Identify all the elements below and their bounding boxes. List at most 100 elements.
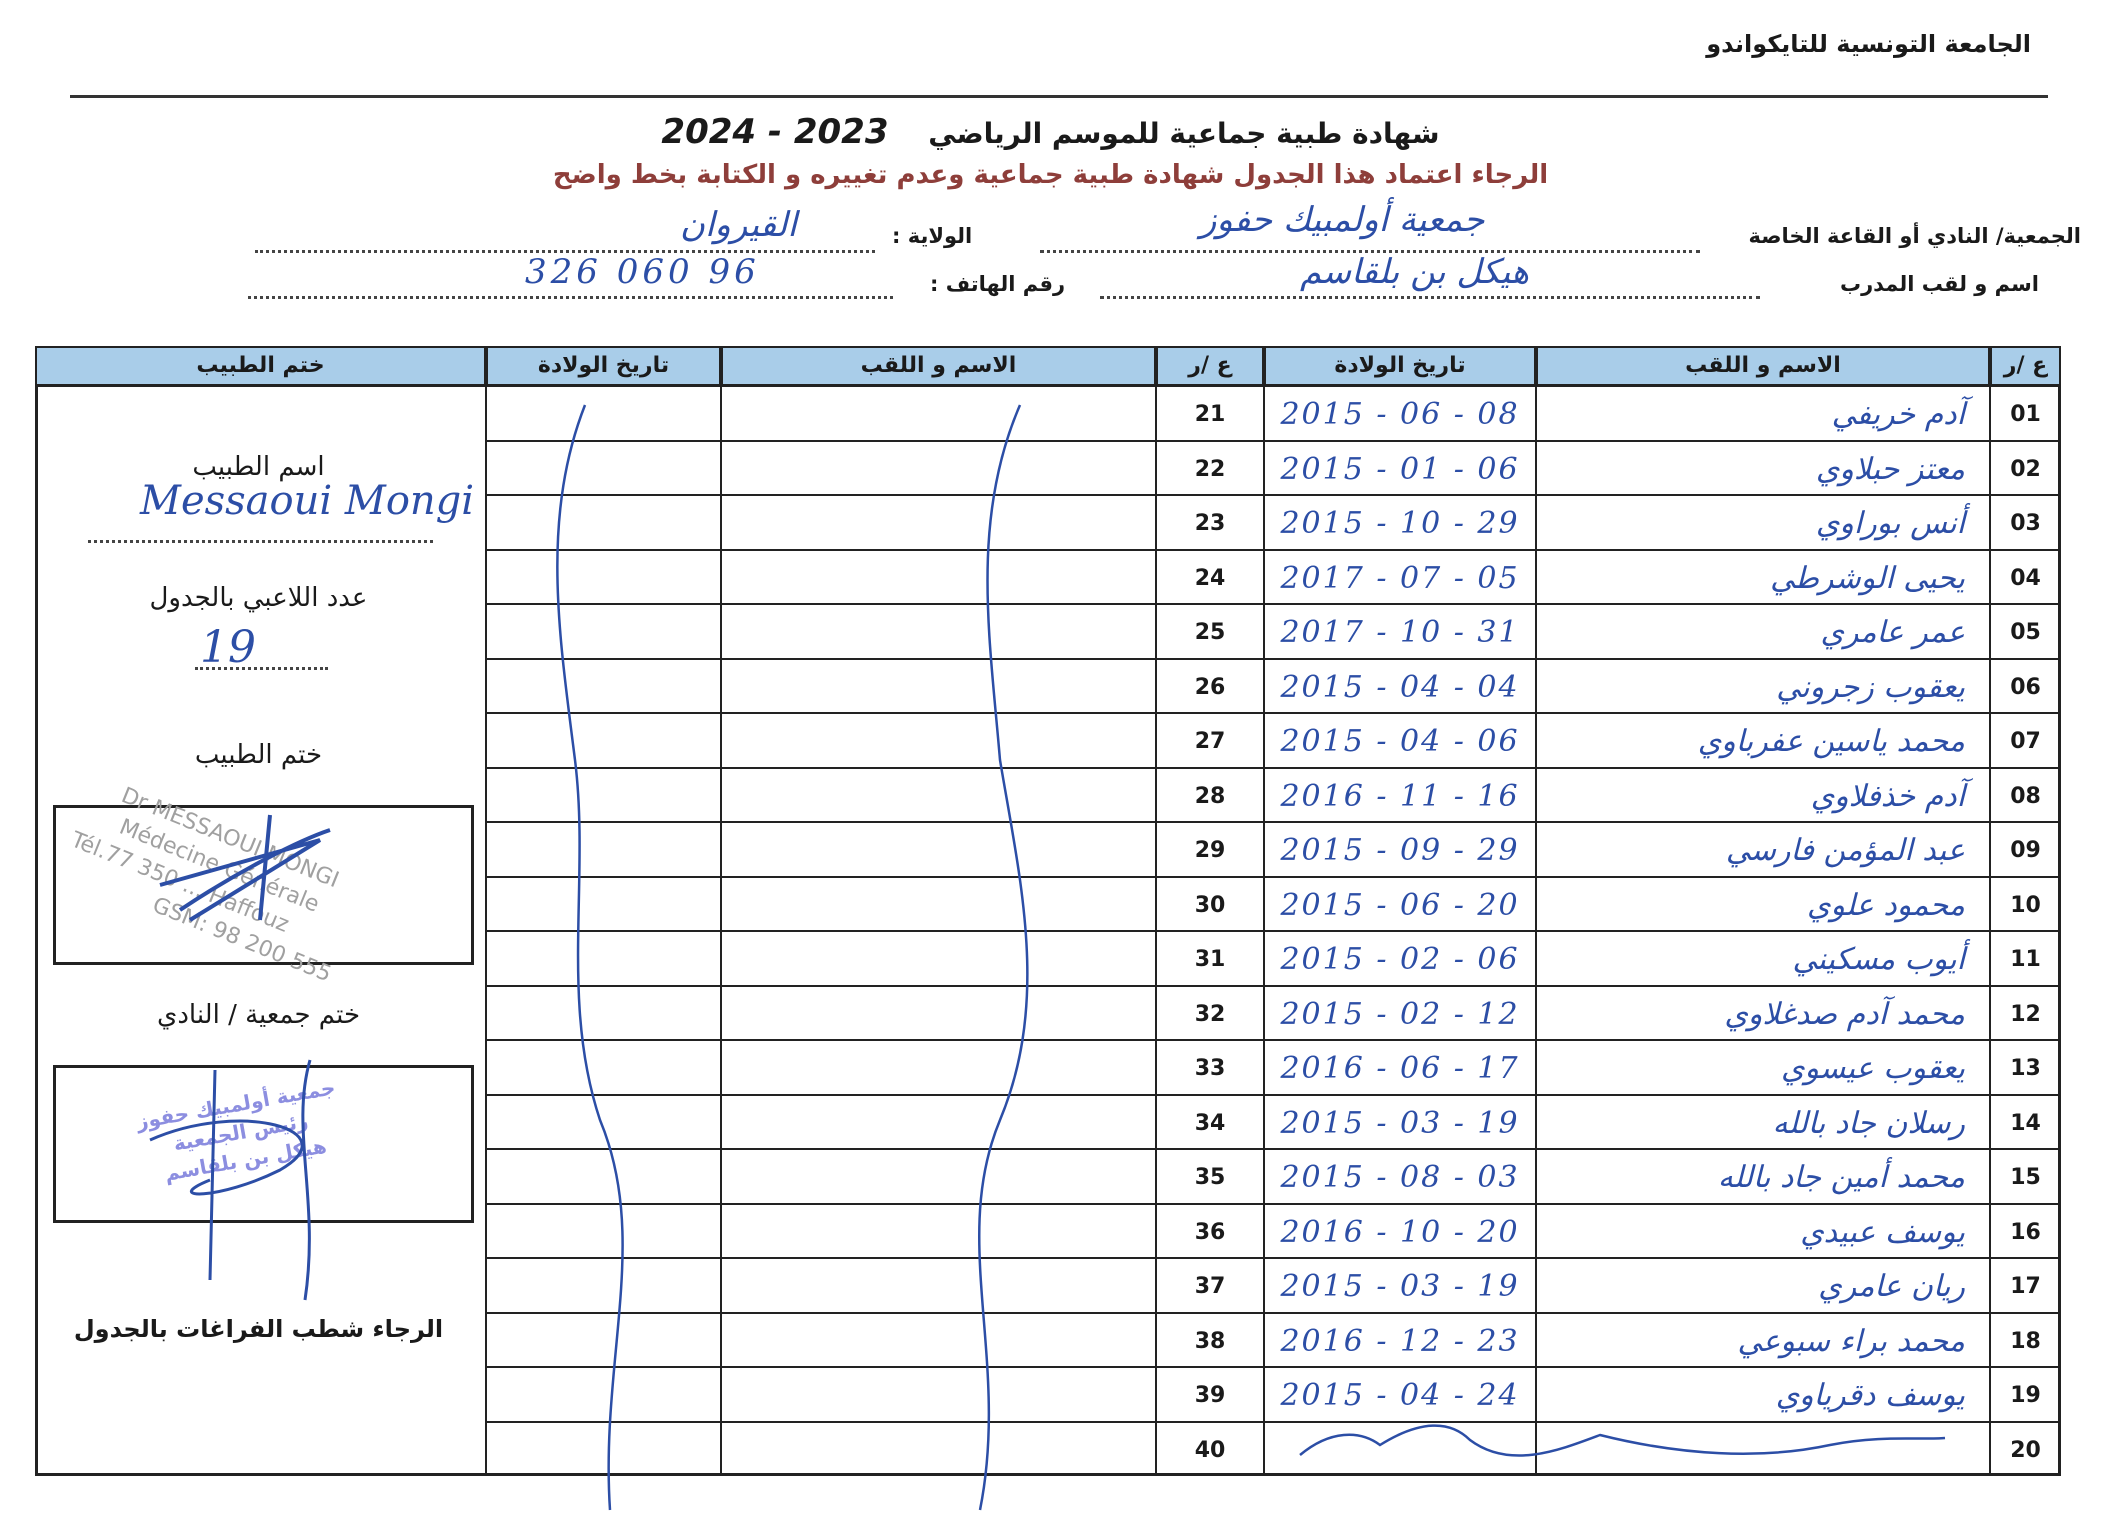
row-number: 21	[1156, 386, 1264, 441]
player-dob[interactable]: 2015 - 03 - 19	[1264, 1094, 1536, 1149]
player-name-empty[interactable]	[721, 767, 1156, 822]
player-name-empty[interactable]	[721, 658, 1156, 713]
player-dob-empty[interactable]	[486, 1094, 721, 1149]
player-dob-empty[interactable]	[486, 658, 721, 713]
player-dob[interactable]: 2015 - 09 - 29	[1264, 822, 1536, 877]
row-number: 02	[1990, 440, 2061, 495]
player-dob[interactable]: 2015 - 08 - 03	[1264, 1149, 1536, 1204]
player-name[interactable]	[1536, 1421, 1990, 1476]
phone-value[interactable]: 96 060 326	[525, 252, 760, 292]
player-dob-empty[interactable]	[486, 386, 721, 441]
player-name-empty[interactable]	[721, 1312, 1156, 1367]
player-name[interactable]: أنس بوراوي	[1536, 495, 1990, 550]
player-dob[interactable]: 2016 - 10 - 20	[1264, 1203, 1536, 1258]
player-name[interactable]: يوسف دقرياوي	[1536, 1367, 1990, 1422]
row-number: 40	[1156, 1421, 1264, 1476]
player-dob[interactable]	[1264, 1421, 1536, 1476]
player-name-empty[interactable]	[721, 985, 1156, 1040]
player-name-empty[interactable]	[721, 440, 1156, 495]
player-name[interactable]: رسلان جاد بالله	[1536, 1094, 1990, 1149]
row-number: 17	[1990, 1258, 2061, 1313]
row-number: 08	[1990, 767, 2061, 822]
player-dob-empty[interactable]	[486, 822, 721, 877]
player-dob[interactable]: 2015 - 01 - 06	[1264, 440, 1536, 495]
player-name-empty[interactable]	[721, 931, 1156, 986]
title-text: شهادة طبية جماعية للموسم الرياضي	[928, 117, 1440, 150]
player-dob[interactable]: 2016 - 12 - 23	[1264, 1312, 1536, 1367]
player-dob[interactable]: 2015 - 06 - 08	[1264, 386, 1536, 441]
player-name[interactable]: معتز حبلاوي	[1536, 440, 1990, 495]
player-name[interactable]: محمد براء سبوعي	[1536, 1312, 1990, 1367]
row-number: 35	[1156, 1149, 1264, 1204]
player-dob-empty[interactable]	[486, 1040, 721, 1095]
player-name[interactable]: آدم خريفي	[1536, 386, 1990, 441]
player-name-empty[interactable]	[721, 1040, 1156, 1095]
player-dob-empty[interactable]	[486, 876, 721, 931]
player-name-empty[interactable]	[721, 876, 1156, 931]
player-name-empty[interactable]	[721, 1258, 1156, 1313]
player-count-value[interactable]: 19	[200, 622, 256, 673]
player-dob-empty[interactable]	[486, 495, 721, 550]
player-dob[interactable]: 2015 - 02 - 12	[1264, 985, 1536, 1040]
player-dob[interactable]: 2017 - 07 - 05	[1264, 549, 1536, 604]
player-name-empty[interactable]	[721, 822, 1156, 877]
player-name-empty[interactable]	[721, 1094, 1156, 1149]
player-dob-empty[interactable]	[486, 604, 721, 659]
club-stamp-label: ختم جمعية / النادي	[156, 1000, 361, 1030]
row-number: 06	[1990, 658, 2061, 713]
player-name[interactable]: أيوب مسكيني	[1536, 931, 1990, 986]
player-dob-empty[interactable]	[486, 1203, 721, 1258]
player-dob[interactable]: 2016 - 11 - 16	[1264, 767, 1536, 822]
player-dob-empty[interactable]	[486, 1421, 721, 1476]
player-name-empty[interactable]	[721, 713, 1156, 768]
player-name-empty[interactable]	[721, 1367, 1156, 1422]
player-name[interactable]: محمد أمين جاد بالله	[1536, 1149, 1990, 1204]
player-name-empty[interactable]	[721, 495, 1156, 550]
player-dob[interactable]: 2015 - 06 - 20	[1264, 876, 1536, 931]
wilaya-value[interactable]: القيروان	[680, 205, 797, 245]
player-name-empty[interactable]	[721, 386, 1156, 441]
header-number-1: ع /ر	[1990, 346, 2061, 386]
player-name[interactable]: يعقوب زجروني	[1536, 658, 1990, 713]
player-name-empty[interactable]	[721, 604, 1156, 659]
player-dob-empty[interactable]	[486, 985, 721, 1040]
player-dob[interactable]: 2015 - 03 - 19	[1264, 1258, 1536, 1313]
doctor-name-value[interactable]: Messaoui Mongi	[140, 478, 475, 524]
player-dob[interactable]: 2016 - 06 - 17	[1264, 1040, 1536, 1095]
player-dob[interactable]: 2017 - 10 - 31	[1264, 604, 1536, 659]
coach-value[interactable]: هيكل بن بلقاسم	[1300, 252, 1530, 292]
player-name[interactable]: يعقوب عيسوي	[1536, 1040, 1990, 1095]
player-dob-empty[interactable]	[486, 1258, 721, 1313]
player-name[interactable]: محمد آدم صدغلاوي	[1536, 985, 1990, 1040]
footer-note: الرجاء شطب الفراغات بالجدول	[73, 1315, 444, 1343]
row-number: 10	[1990, 876, 2061, 931]
player-name-empty[interactable]	[721, 549, 1156, 604]
player-dob-empty[interactable]	[486, 549, 721, 604]
player-name[interactable]: يوسف عبيدي	[1536, 1203, 1990, 1258]
player-name[interactable]: محمود علوي	[1536, 876, 1990, 931]
player-name[interactable]: آدم خذفلاوي	[1536, 767, 1990, 822]
player-dob[interactable]: 2015 - 10 - 29	[1264, 495, 1536, 550]
player-name[interactable]: محمد ياسين عفرباوي	[1536, 713, 1990, 768]
player-dob-empty[interactable]	[486, 440, 721, 495]
player-dob-empty[interactable]	[486, 767, 721, 822]
player-name[interactable]: عبد المؤمن فارسي	[1536, 822, 1990, 877]
player-dob[interactable]: 2015 - 04 - 04	[1264, 658, 1536, 713]
player-dob[interactable]: 2015 - 04 - 24	[1264, 1367, 1536, 1422]
player-name-empty[interactable]	[721, 1421, 1156, 1476]
player-dob-empty[interactable]	[486, 1312, 721, 1367]
row-number: 33	[1156, 1040, 1264, 1095]
player-dob-empty[interactable]	[486, 713, 721, 768]
player-dob[interactable]: 2015 - 02 - 06	[1264, 931, 1536, 986]
player-name[interactable]: عمر عامري	[1536, 604, 1990, 659]
player-name-empty[interactable]	[721, 1203, 1156, 1258]
player-name[interactable]: يحيى الوشرطي	[1536, 549, 1990, 604]
row-number: 22	[1156, 440, 1264, 495]
player-dob[interactable]: 2015 - 04 - 06	[1264, 713, 1536, 768]
club-value[interactable]: جمعية أولمبيك حفوز	[1200, 200, 1485, 240]
player-dob-empty[interactable]	[486, 1367, 721, 1422]
player-name-empty[interactable]	[721, 1149, 1156, 1204]
player-dob-empty[interactable]	[486, 1149, 721, 1204]
player-name[interactable]: ريان عامري	[1536, 1258, 1990, 1313]
player-dob-empty[interactable]	[486, 931, 721, 986]
